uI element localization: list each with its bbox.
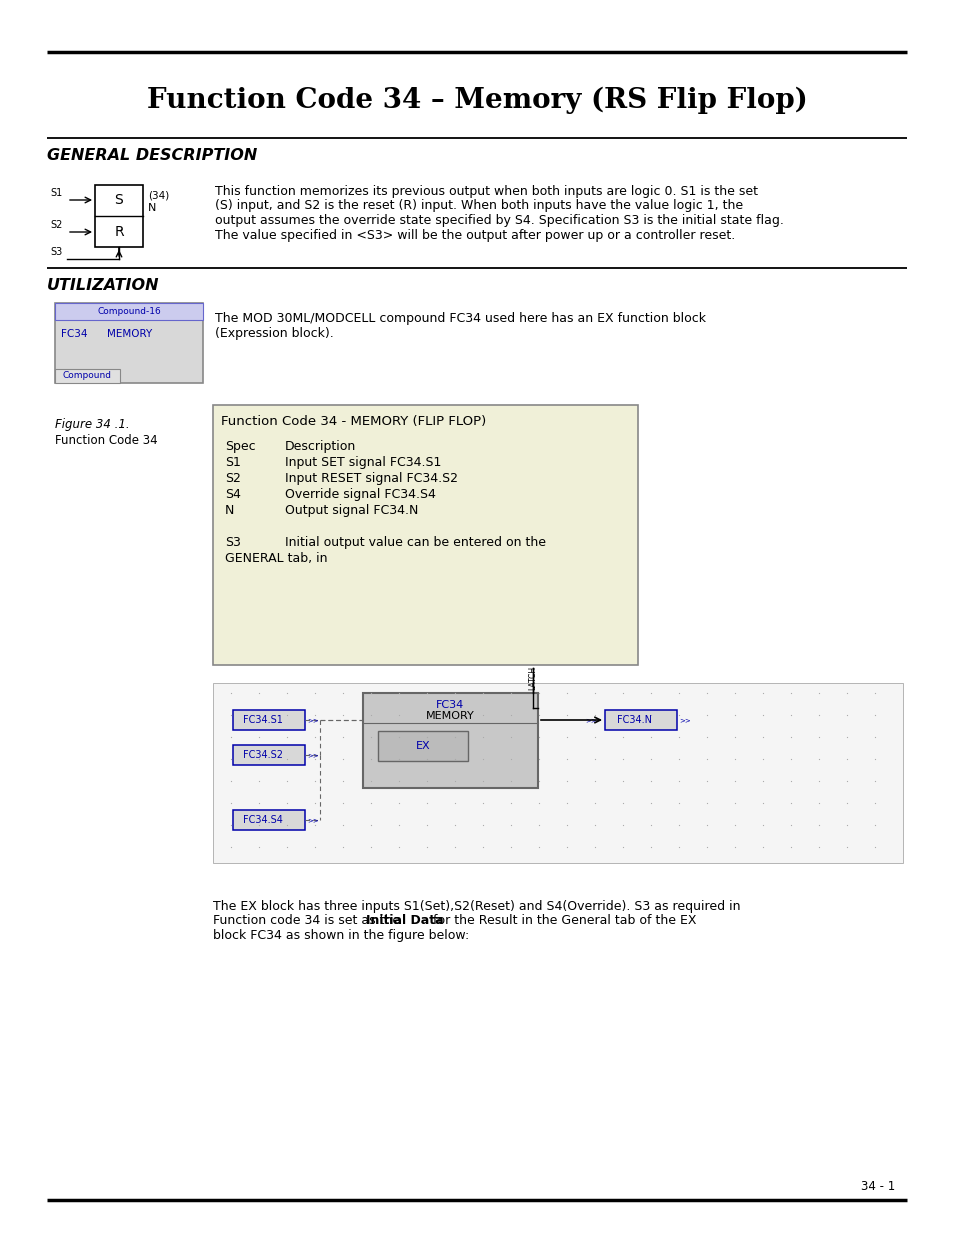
- Text: S1: S1: [225, 456, 240, 469]
- Text: FC34: FC34: [61, 329, 88, 338]
- Text: GENERAL tab, in: GENERAL tab, in: [225, 552, 327, 564]
- Text: Output signal FC34.N: Output signal FC34.N: [285, 504, 418, 517]
- Text: output assumes the override state specified by S4. Specification S3 is the initi: output assumes the override state specif…: [214, 214, 783, 227]
- Text: MEMORY: MEMORY: [426, 711, 475, 721]
- Text: The value specified in <S3> will be the output after power up or a controller re: The value specified in <S3> will be the …: [214, 228, 735, 242]
- Text: >>: >>: [584, 718, 597, 722]
- Text: S2: S2: [51, 220, 63, 230]
- Bar: [233, 745, 305, 764]
- Bar: [95, 185, 143, 247]
- Text: Figure 34 .1.: Figure 34 .1.: [55, 417, 130, 431]
- Text: FC34: FC34: [436, 700, 464, 710]
- Text: EX: EX: [416, 741, 430, 751]
- Text: >>: >>: [679, 718, 690, 722]
- Text: Initial Data: Initial Data: [366, 914, 443, 927]
- Text: for the Result in the General tab of the EX: for the Result in the General tab of the…: [428, 914, 696, 927]
- Text: >>: >>: [307, 752, 318, 758]
- Text: S: S: [114, 193, 123, 207]
- Text: N: N: [225, 504, 234, 517]
- Text: S2: S2: [225, 472, 240, 485]
- Text: Description: Description: [285, 440, 355, 453]
- Bar: [233, 710, 305, 730]
- Bar: [377, 731, 468, 761]
- Text: FC34.S2: FC34.S2: [243, 750, 283, 760]
- Text: (Expression block).: (Expression block).: [214, 326, 334, 340]
- Text: LATCH: LATCH: [528, 666, 537, 690]
- Text: (S) input, and S2 is the reset (R) input. When both inputs have the value logic : (S) input, and S2 is the reset (R) input…: [214, 200, 742, 212]
- Text: S4: S4: [225, 488, 240, 501]
- Bar: [55, 369, 120, 383]
- Text: FC34.N: FC34.N: [617, 715, 652, 725]
- Text: MEMORY: MEMORY: [107, 329, 152, 338]
- Text: Override signal FC34.S4: Override signal FC34.S4: [285, 488, 436, 501]
- Text: >>: >>: [307, 818, 318, 823]
- Text: Compound: Compound: [63, 372, 112, 380]
- Text: GENERAL DESCRIPTION: GENERAL DESCRIPTION: [47, 147, 257, 163]
- Text: Input SET signal FC34.S1: Input SET signal FC34.S1: [285, 456, 441, 469]
- Text: Compound-16: Compound-16: [97, 308, 161, 316]
- Text: >>: >>: [307, 718, 318, 722]
- Text: FC34.S1: FC34.S1: [243, 715, 283, 725]
- Bar: [363, 693, 537, 788]
- Bar: [604, 710, 677, 730]
- Bar: [55, 303, 203, 383]
- Text: This function memorizes its previous output when both inputs are logic 0. S1 is : This function memorizes its previous out…: [214, 185, 758, 198]
- Text: S1: S1: [51, 188, 63, 198]
- Text: The MOD 30ML/MODCELL compound FC34 used here has an EX function block: The MOD 30ML/MODCELL compound FC34 used …: [214, 312, 705, 325]
- Text: Initial output value can be entered on the: Initial output value can be entered on t…: [285, 536, 545, 550]
- Bar: [213, 405, 638, 664]
- Text: Function code 34 is set as the: Function code 34 is set as the: [213, 914, 404, 927]
- Bar: [233, 810, 305, 830]
- Text: N: N: [148, 203, 156, 212]
- Bar: [213, 683, 902, 863]
- Text: R: R: [114, 225, 124, 240]
- Text: Input RESET signal FC34.S2: Input RESET signal FC34.S2: [285, 472, 457, 485]
- Text: The EX block has three inputs S1(Set),S2(Reset) and S4(Override). S3 as required: The EX block has three inputs S1(Set),S2…: [213, 900, 740, 913]
- Text: UTILIZATION: UTILIZATION: [47, 278, 159, 293]
- Text: (34): (34): [148, 190, 169, 200]
- Text: Spec: Spec: [225, 440, 255, 453]
- Text: S3: S3: [51, 247, 63, 257]
- Text: Function Code 34 - MEMORY (FLIP FLOP): Function Code 34 - MEMORY (FLIP FLOP): [221, 415, 486, 427]
- Text: FC34.S4: FC34.S4: [243, 815, 283, 825]
- Text: S3: S3: [225, 536, 240, 550]
- Text: I: I: [117, 247, 120, 257]
- Text: 34 - 1: 34 - 1: [860, 1181, 894, 1193]
- Text: block FC34 as shown in the figure below:: block FC34 as shown in the figure below:: [213, 929, 469, 942]
- Text: Function Code 34 – Memory (RS Flip Flop): Function Code 34 – Memory (RS Flip Flop): [147, 86, 806, 114]
- Bar: [55, 303, 203, 320]
- Text: Function Code 34: Function Code 34: [55, 433, 157, 447]
